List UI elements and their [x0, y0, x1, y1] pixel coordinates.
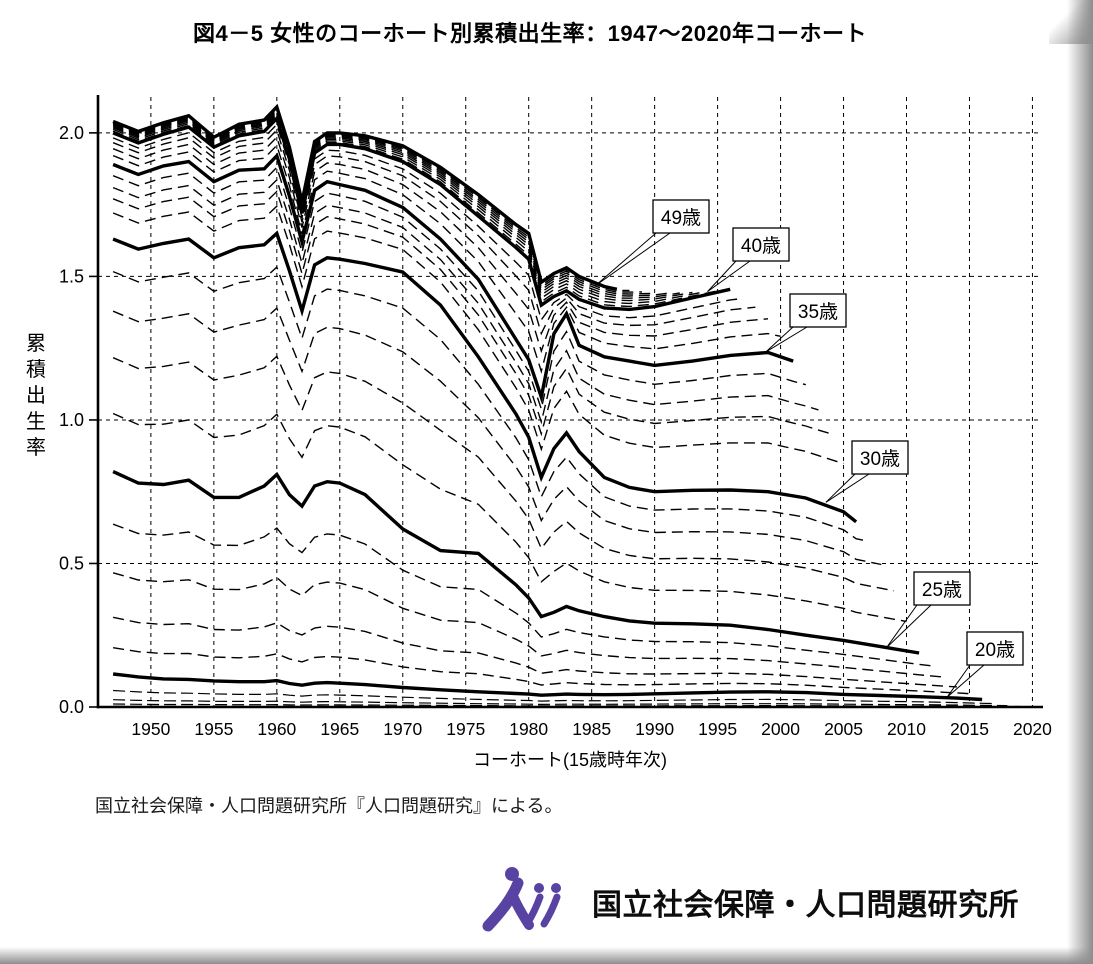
- callout-leader: [595, 232, 671, 287]
- x-tick-label: 2010: [887, 719, 926, 739]
- x-tick-label: 2000: [761, 719, 800, 739]
- y-axis-title-char: 出: [26, 384, 46, 407]
- series-age-45: [112, 109, 668, 297]
- series-age-46: [112, 108, 655, 295]
- page-edge-shadow-right: [1067, 0, 1093, 964]
- series-age-18: [113, 699, 1008, 707]
- series-age-24: [112, 523, 932, 667]
- page-edge-shadow-corner: [1049, 0, 1093, 44]
- callout-box: [913, 571, 971, 606]
- x-tick-label: 1985: [572, 719, 611, 739]
- age-callout-label: 25歳: [922, 579, 962, 601]
- x-tick-label: 1975: [446, 719, 485, 739]
- series-age-21: [112, 647, 970, 695]
- series-age-39: [112, 123, 743, 322]
- y-tick-label: 1.5: [59, 266, 84, 286]
- series-age-22: [112, 616, 957, 688]
- callout-leader: [885, 604, 918, 649]
- y-axis-title-char: 累: [26, 333, 46, 355]
- series-age-20-bold: [112, 672, 983, 702]
- age-callout-label: 20歳: [975, 639, 1015, 661]
- age-callout-label: 35歳: [798, 301, 838, 323]
- y-tick-label: 2.0: [59, 123, 84, 143]
- footer-logo: 国立社会保障・人口問題研究所: [482, 866, 1019, 938]
- callout-leader: [825, 473, 870, 503]
- x-tick-label: 2015: [950, 719, 989, 739]
- series-age-37: [112, 135, 769, 354]
- callout-box: [652, 199, 710, 234]
- y-tick-label: 1.0: [59, 410, 84, 430]
- series-age-25-bold: [112, 470, 920, 655]
- series-age-49-bold: [112, 103, 618, 291]
- callout-leader: [765, 326, 808, 353]
- x-tick-label: 1995: [698, 719, 737, 739]
- series-age-27: [112, 355, 895, 592]
- series-age-30-bold: [112, 230, 858, 524]
- series-age-28: [112, 306, 882, 566]
- x-tick-label: 2020: [1013, 719, 1052, 739]
- x-tick-label: 1960: [257, 719, 296, 739]
- y-axis-title-char: 率: [26, 436, 46, 459]
- x-tick-label: 2005: [824, 719, 863, 739]
- callout-box: [851, 440, 909, 475]
- x-tick-label: 1950: [131, 719, 170, 739]
- series-age-23: [112, 572, 945, 678]
- age-callout-label: 40歳: [741, 235, 781, 257]
- series-age-43: [112, 112, 693, 302]
- series-age-36: [112, 144, 781, 374]
- y-tick-label: 0.5: [59, 553, 84, 573]
- source-note: 国立社会保障・人口問題研究所『人口問題研究』による。: [95, 796, 563, 816]
- callout-leader: [886, 604, 932, 649]
- series-age-41: [112, 115, 718, 308]
- callout-leader: [825, 473, 856, 503]
- series-age-38: [112, 128, 756, 336]
- age-callout-label: 30歳: [860, 448, 900, 470]
- x-tick-label: 1955: [194, 719, 233, 739]
- y-axis-title-char: 生: [26, 410, 46, 433]
- x-tick-label: 1970: [383, 719, 422, 739]
- callout-leader: [707, 260, 751, 293]
- institute-logo-icon: [482, 867, 561, 932]
- series-age-48: [112, 106, 630, 292]
- series-age-19: [113, 689, 995, 705]
- x-tick-label: 1965: [320, 719, 359, 739]
- cohort-fertility-chart: 1950 1955 1960 1965 1970 1975 1980 1985 1990 1995…: [26, 95, 1052, 770]
- callout-leader: [765, 326, 794, 353]
- callout-box: [966, 631, 1024, 666]
- series-age-29: [112, 265, 869, 543]
- series-age-32: [112, 190, 832, 437]
- callout-leader: [946, 664, 971, 698]
- series-age-40-bold: [112, 115, 731, 312]
- series-age-26: [112, 412, 907, 623]
- age-callout-label: 49歳: [661, 207, 701, 229]
- page-edge-shadow-bottom: [0, 947, 1093, 964]
- series-age-42: [112, 113, 706, 305]
- callout-leader: [707, 260, 737, 292]
- y-axis-title-char: 積: [26, 358, 46, 381]
- y-tick-label: 0.0: [59, 697, 84, 717]
- x-axis-title: コーホート(15歳時年次): [473, 750, 667, 770]
- institute-name: 国立社会保障・人口問題研究所: [592, 889, 1019, 922]
- series-age-33: [112, 178, 819, 425]
- series-age-44: [112, 110, 680, 299]
- x-tick-label: 1980: [509, 719, 548, 739]
- x-tick-label: 1990: [635, 719, 674, 739]
- callout-leader: [946, 664, 985, 698]
- series-age-47: [112, 107, 643, 293]
- series-age-34: [112, 166, 806, 412]
- series-age-31: [112, 204, 844, 465]
- series-age-35-bold: [112, 152, 794, 404]
- callout-box: [732, 227, 790, 262]
- callout-box: [789, 293, 847, 328]
- chart-title: 図4－5 女性のコーホート別累積出生率：1947～2020年コーホート: [193, 21, 867, 46]
- callout-leader: [595, 232, 657, 286]
